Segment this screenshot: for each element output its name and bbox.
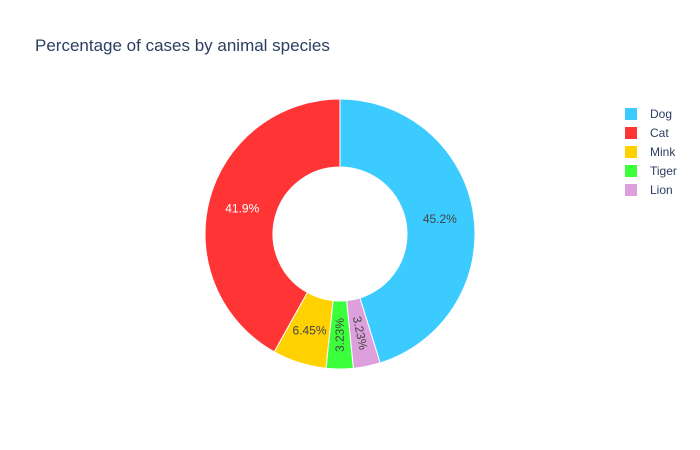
slice-labels-group: 45.2% 3.23%3.23% 6.45% 41.9%: [225, 202, 457, 352]
slice-cat[interactable]: [204, 98, 341, 353]
legend-swatch-dog: [625, 108, 637, 120]
slice-label-cat: 41.9%: [225, 202, 259, 216]
slice-dog[interactable]: [339, 98, 476, 364]
slice-label-lion: 3.23%: [350, 315, 371, 351]
legend-label-tiger: Tiger: [650, 164, 677, 178]
legend-item-tiger[interactable]: Tiger: [625, 164, 677, 178]
legend-swatch-mink: [625, 146, 637, 158]
legend-label-cat: Cat: [650, 126, 669, 140]
legend-label-mink: Mink: [650, 145, 676, 159]
legend-item-mink[interactable]: Mink: [625, 145, 676, 159]
chart-title: Percentage of cases by animal species: [35, 36, 330, 55]
legend-label-lion: Lion: [650, 183, 673, 197]
legend-swatch-lion: [625, 184, 637, 196]
legend-label-dog: Dog: [650, 107, 672, 121]
slice-label-mink: 6.45%: [293, 323, 327, 337]
slice-label-dog: 45.2%: [423, 212, 457, 226]
slices-group: [204, 98, 476, 370]
legend-swatch-cat: [625, 127, 637, 139]
legend: Dog Cat Mink Tiger Lion: [625, 107, 677, 197]
legend-item-lion[interactable]: Lion: [625, 183, 673, 197]
legend-item-dog[interactable]: Dog: [625, 107, 672, 121]
slice-label-tiger: 3.23%: [333, 318, 347, 352]
legend-swatch-tiger: [625, 165, 637, 177]
legend-item-cat[interactable]: Cat: [625, 126, 669, 140]
